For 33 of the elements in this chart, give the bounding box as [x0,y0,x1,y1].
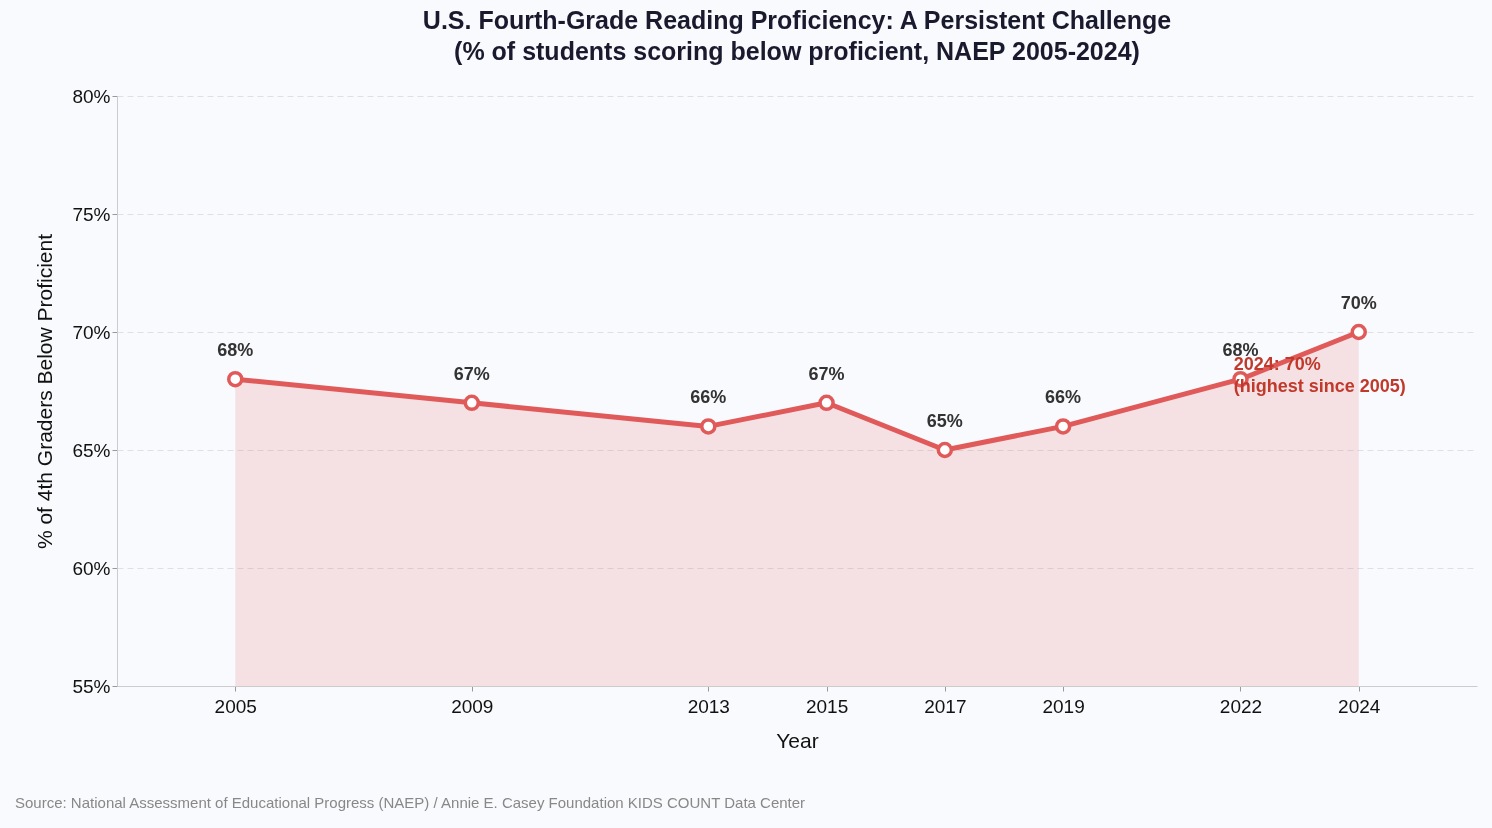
point [818,394,835,412]
x-tick-label: 2015 [805,695,849,717]
data-label: 66% [690,387,727,408]
source-note: Source: National Assessment of Educational Progress (NAEP) / Annie E. Casey Foundation KIDS COUNT Data Center [15,794,806,811]
y-tick-label: 55% [72,675,111,697]
data-label: 68% [217,340,254,361]
point [936,441,954,459]
data-label: 70% [1340,293,1377,313]
x-tick-label: 2019 [1042,695,1085,717]
point [226,370,244,388]
y-tick-label: 75% [72,203,111,225]
x-tick-label: 2005 [214,695,257,717]
x-tick-label: 2017 [924,695,967,717]
data-label: 67% [808,363,845,384]
text: (% of students scoring below proficient, NAEP 2005-2024) [454,37,1140,65]
x-tick-label: 2024 [1338,695,1381,717]
point [1054,418,1072,435]
data-label: 67% [453,363,490,384]
text: U.S. Fourth-Grade Reading Proficiency: A Persistent Challenge [422,6,1172,34]
x-tick-label: 2022 [1219,695,1263,717]
y-tick-label: 65% [72,439,111,461]
data-label: 65% [926,411,963,431]
x-axis-title: Year [776,728,819,752]
point [700,418,717,435]
y-axis-title: % of 4th Graders Below Proficient [33,233,57,550]
y-tick-label: 60% [72,557,111,579]
y-tick-label: 80% [72,85,111,107]
data-label: 66% [1045,387,1082,408]
point [1350,323,1368,341]
x-tick-label: 2009 [451,695,494,717]
point [463,394,481,412]
x-tick-label: 2013 [687,695,730,717]
y-tick-label: 70% [72,321,111,343]
